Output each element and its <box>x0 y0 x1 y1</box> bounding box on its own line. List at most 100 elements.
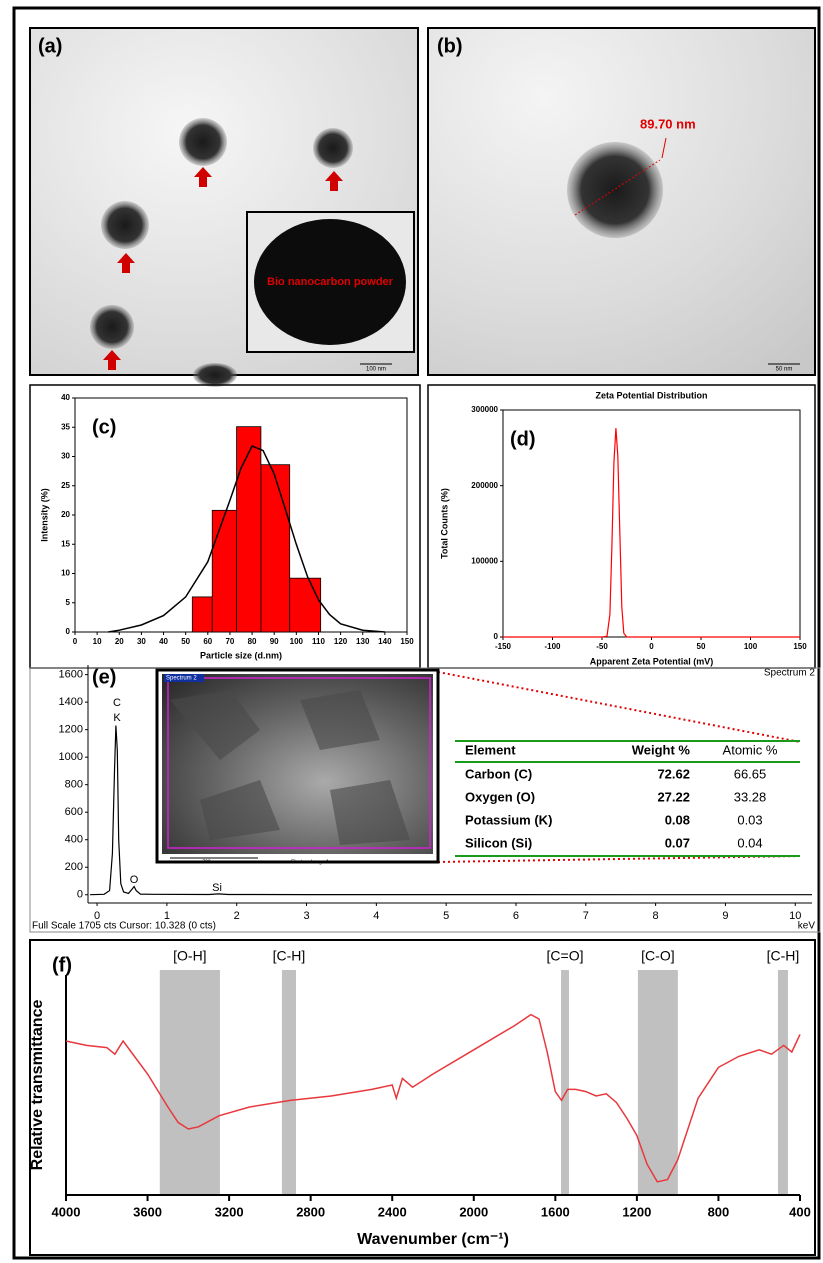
plot-frame <box>502 409 801 638</box>
panel-label: (f) <box>52 954 72 976</box>
panel-a: Bio nanocarbon powder 100 nm (a) <box>29 27 419 387</box>
x-tick-label: 50 <box>697 642 706 651</box>
line-series <box>503 428 800 638</box>
x-tick-label: 150 <box>793 642 807 651</box>
x-tick-label: 60 <box>203 637 212 646</box>
y-tick-label: 20 <box>61 510 70 519</box>
scale-label: 700nm <box>202 859 217 865</box>
bar <box>211 509 237 633</box>
x-tick-label: 1 <box>164 910 170 922</box>
x-tick-label: 110 <box>312 637 325 646</box>
y-axis-label: Intensity (%) <box>39 488 49 542</box>
x-tick-label: 6 <box>513 910 519 922</box>
particle <box>313 128 353 168</box>
sem-tag <box>164 674 204 682</box>
panel-label: (e) <box>92 666 116 688</box>
arrows <box>103 167 343 370</box>
x-tick-label: 3 <box>303 910 309 922</box>
y-tick-label: 5 <box>66 598 71 607</box>
spectrum-label: Spectrum 2 <box>764 668 816 679</box>
sem-caption: Electron Image 1 <box>291 859 329 865</box>
x-tick-label: 5 <box>443 910 449 922</box>
y-tick-label: 0 <box>77 889 83 901</box>
arrow <box>325 171 343 191</box>
panel-label: (b) <box>437 35 463 57</box>
y-axis-label: Relative transmittance <box>29 1000 46 1171</box>
y-tick-label: 30 <box>61 452 70 461</box>
band <box>159 970 220 1195</box>
table-cell: 66.65 <box>734 766 767 781</box>
x-tick-label: 20 <box>115 637 124 646</box>
table-cell: 33.28 <box>734 789 767 804</box>
connector <box>437 671 801 743</box>
y-tick-label: 1000 <box>59 751 83 763</box>
sem-title: Spectrum 2 <box>166 676 197 682</box>
sem-roi <box>167 677 431 849</box>
x-tick-label: 140 <box>378 637 392 646</box>
y-tick-label: 25 <box>61 481 70 490</box>
x-tick-label: 90 <box>270 637 279 646</box>
band <box>281 970 296 1195</box>
table-cell: 0.07 <box>665 835 690 850</box>
y-tick-label: 35 <box>61 422 70 431</box>
x-tick-label: 4 <box>373 910 379 922</box>
x-tick-label: 3200 <box>215 1204 244 1219</box>
x-axis-label: Particle size (d.nm) <box>200 650 282 660</box>
x-tick-label: 50 <box>181 637 190 646</box>
line-series <box>90 725 813 896</box>
x-tick-label: 2000 <box>459 1204 488 1219</box>
y-tick-label: 0 <box>494 632 499 641</box>
arrow <box>117 253 135 273</box>
eds-table <box>455 740 800 857</box>
powder <box>254 219 406 345</box>
panel-frame <box>427 384 816 669</box>
band <box>637 970 678 1195</box>
band-label: [C-O] <box>641 948 674 964</box>
x-tick-label: 30 <box>137 637 146 646</box>
x-tick-label: 2 <box>234 910 240 922</box>
x-tick-label: 0 <box>94 910 100 922</box>
particle <box>179 118 227 166</box>
bar <box>191 596 213 633</box>
x-tick-label: 400 <box>789 1204 811 1219</box>
band <box>561 970 569 1195</box>
x-tick-label: 100 <box>290 637 304 646</box>
x-tick-label: 40 <box>159 637 168 646</box>
y-tick-label: 15 <box>61 539 70 548</box>
x-tick-label: 2400 <box>378 1204 407 1219</box>
x-tick-label: 150 <box>400 637 414 646</box>
scale-label: 50 nm <box>776 367 793 373</box>
band-label: [C-H] <box>767 948 800 964</box>
footer: Full Scale 1705 cts Cursor: 10.328 (0 ct… <box>32 921 216 932</box>
y-tick-label: 40 <box>61 393 70 402</box>
peak-label: Si <box>212 882 222 894</box>
panel-label: (a) <box>38 35 62 57</box>
x-tick-label: 100 <box>744 642 758 651</box>
scale-label: 100 nm <box>366 367 386 373</box>
panel-frame <box>29 939 816 1256</box>
arrow <box>194 167 212 187</box>
x-tick-label: -100 <box>544 642 561 651</box>
x-tick-label: 70 <box>225 637 234 646</box>
sem-texture <box>170 690 410 845</box>
x-tick-label: 8 <box>653 910 659 922</box>
table-cell: 0.04 <box>737 835 762 850</box>
y-tick-label: 1600 <box>59 669 83 681</box>
table-cell: Carbon (C) <box>465 766 532 781</box>
line-series <box>65 1013 801 1183</box>
eds-inset: Spectrum 2 700nm Electron Image 1 <box>155 668 801 865</box>
bar <box>260 464 291 633</box>
table-cell: 0.03 <box>737 812 762 827</box>
particle <box>193 363 237 387</box>
chart-title: Zeta Potential Distribution <box>595 390 707 400</box>
measurement: 89.70 nm <box>640 116 696 131</box>
y-tick-label: 800 <box>65 779 83 791</box>
table-cell: Oxygen (O) <box>465 789 535 804</box>
y-tick-label: 300000 <box>471 405 498 414</box>
panel-frame <box>29 667 821 933</box>
x-tick-label: 10 <box>789 910 801 922</box>
peak-label: C <box>113 697 121 709</box>
measure-pointer <box>661 137 667 159</box>
